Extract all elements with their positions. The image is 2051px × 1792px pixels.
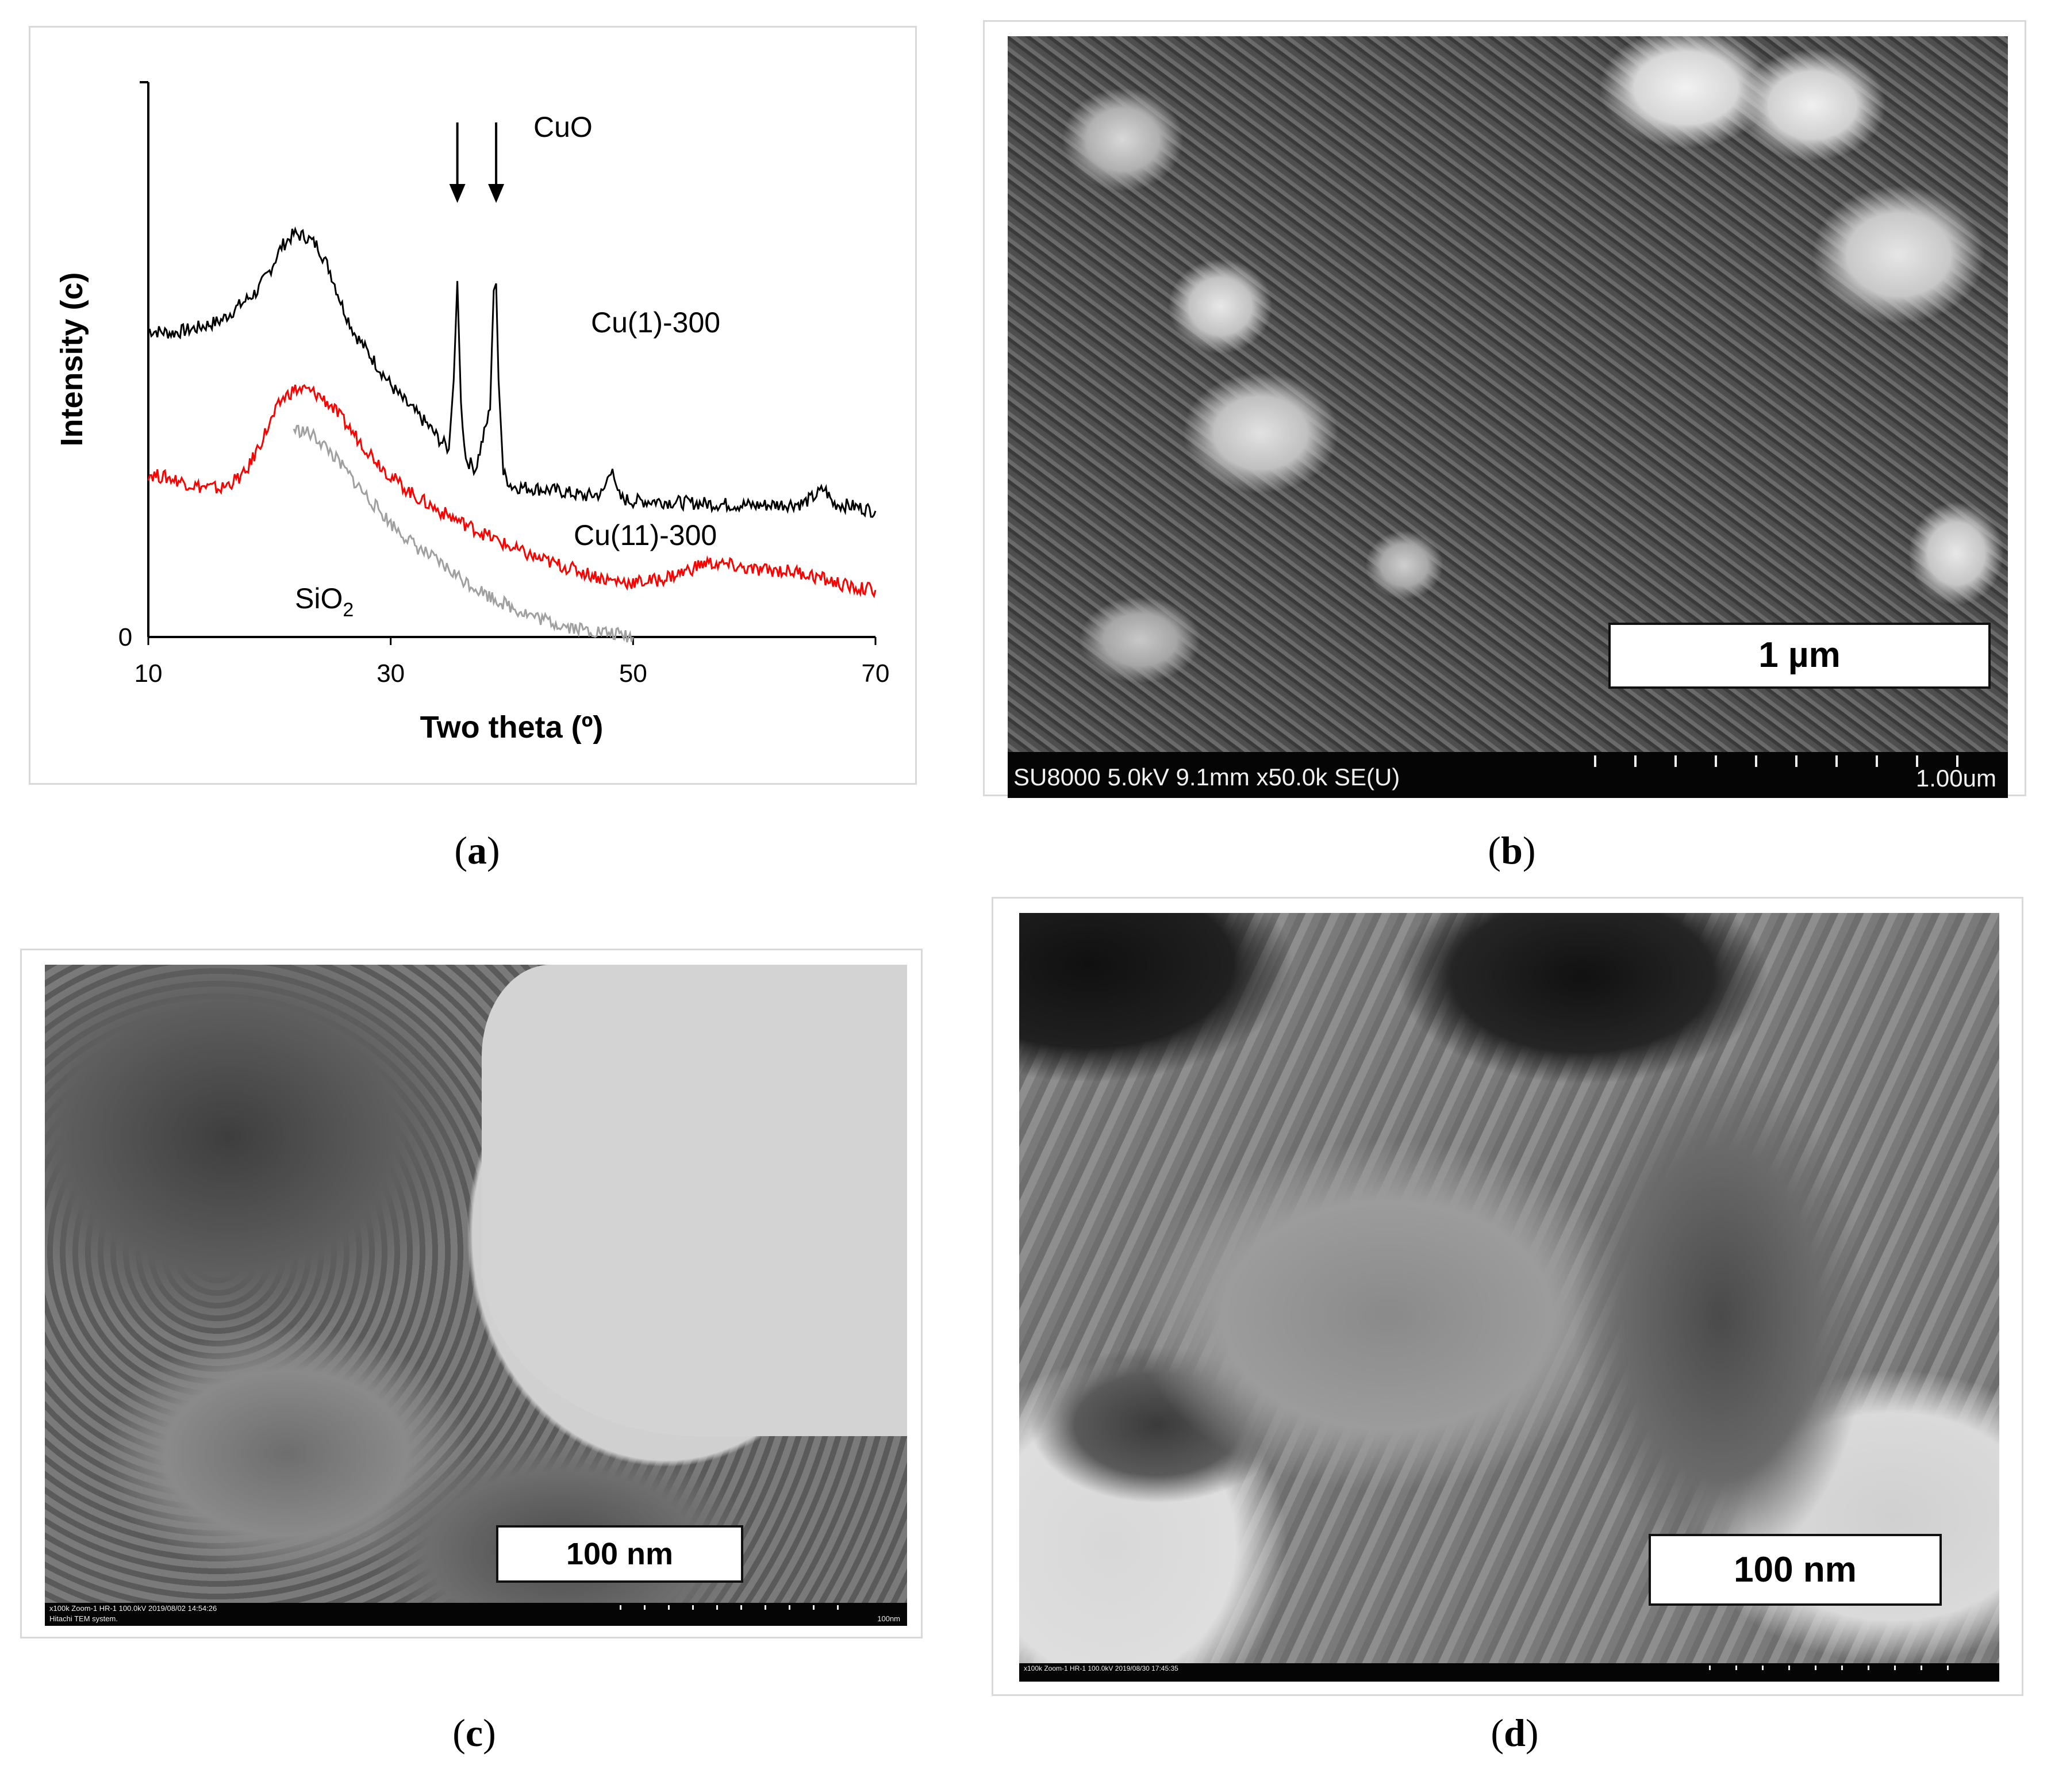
panel-b-sem-image: 1 µm SU8000 5.0kV 9.1mm x50.0k SE(U) 1.0… bbox=[983, 20, 2026, 798]
cuo-arrow-head bbox=[488, 184, 505, 203]
tem-d-scale-bar-label: 100 nm bbox=[1649, 1534, 1942, 1606]
sio2-label: SiO2 bbox=[295, 582, 354, 621]
tem-c-empty-region bbox=[482, 965, 907, 1436]
panel-a-xrd-chart: 10 30 50 70 Two theta (º) Intensity (c) 0 C… bbox=[29, 26, 917, 785]
sem-info-scale: 1.00um bbox=[1915, 765, 1996, 792]
x-tick-label-50: 50 bbox=[619, 659, 647, 688]
sio2-label-main: SiO bbox=[295, 582, 343, 615]
xrd-axes bbox=[140, 81, 875, 638]
tem-c-info-scale: 100nm bbox=[877, 1614, 900, 1623]
series-line-cu-1-300 bbox=[148, 226, 877, 518]
sem-scale-bar-label: 1 µm bbox=[1608, 623, 1991, 689]
sem-info-text: SU8000 5.0kV 9.1mm x50.0k SE(U) bbox=[1013, 763, 1400, 791]
tem-c-scale-bar-label: 100 nm bbox=[496, 1525, 743, 1583]
y-tick-zero: 0 bbox=[118, 623, 132, 651]
caption-a-letter: a bbox=[467, 828, 487, 872]
series-line-sio2 bbox=[293, 424, 634, 643]
x-tick-label-10: 10 bbox=[135, 659, 163, 688]
tem-d-info-line1: x100k Zoom-1 HR-1 100.0kV 2019/08/30 17:… bbox=[1024, 1664, 1178, 1672]
panel-c-tem-image: 100 nm x100k Zoom-1 HR-1 100.0kV 2019/08… bbox=[20, 949, 923, 1638]
tem-c-info-line2: Hitachi TEM system. bbox=[49, 1614, 118, 1623]
sem-info-bar: SU8000 5.0kV 9.1mm x50.0k SE(U) 1.00um bbox=[1008, 752, 2008, 798]
panel-d-tem-image: 100 nm x100k Zoom-1 HR-1 100.0kV 2019/08… bbox=[992, 897, 2023, 1696]
x-axis-title: Two theta (º) bbox=[420, 710, 604, 745]
caption-d: (d) bbox=[1491, 1711, 1539, 1755]
caption-c: (c) bbox=[452, 1711, 496, 1755]
cuo-label: CuO bbox=[533, 111, 593, 143]
caption-b-letter: b bbox=[1501, 828, 1523, 872]
series-line-cu-11-300 bbox=[147, 384, 877, 598]
tem-c-scale-ticks bbox=[620, 1605, 861, 1610]
cu11-300-label: Cu(11)-300 bbox=[574, 519, 717, 551]
x-tick-label-70: 70 bbox=[862, 659, 890, 688]
tem-d-info-bar: x100k Zoom-1 HR-1 100.0kV 2019/08/30 17:… bbox=[1019, 1663, 1999, 1682]
cuo-arrow-head bbox=[449, 184, 466, 203]
caption-a: (a) bbox=[454, 828, 500, 872]
caption-b: (b) bbox=[1488, 828, 1536, 872]
caption-d-letter: d bbox=[1504, 1711, 1526, 1755]
xrd-tick-labels: 10 30 50 70 bbox=[135, 637, 890, 688]
x-tick-label-30: 30 bbox=[377, 659, 405, 688]
xrd-chart-svg: 10 30 50 70 Two theta (º) Intensity (c) 0 C… bbox=[55, 81, 890, 745]
sem-scale-ticks bbox=[1594, 755, 1996, 767]
caption-c-letter: c bbox=[465, 1711, 483, 1755]
tem-c-info-line1: x100k Zoom-1 HR-1 100.0kV 2019/08/02 14:… bbox=[49, 1604, 217, 1613]
tem-d-scale-ticks bbox=[1709, 1666, 1973, 1670]
sio2-label-subscript: 2 bbox=[343, 599, 354, 621]
y-axis-title: Intensity (c) bbox=[55, 272, 89, 446]
cu1-300-label: Cu(1)-300 bbox=[591, 306, 720, 339]
xrd-cuo-arrows bbox=[449, 122, 505, 203]
tem-c-info-bar: x100k Zoom-1 HR-1 100.0kV 2019/08/02 14:… bbox=[45, 1603, 907, 1626]
xrd-series-group bbox=[147, 226, 877, 643]
